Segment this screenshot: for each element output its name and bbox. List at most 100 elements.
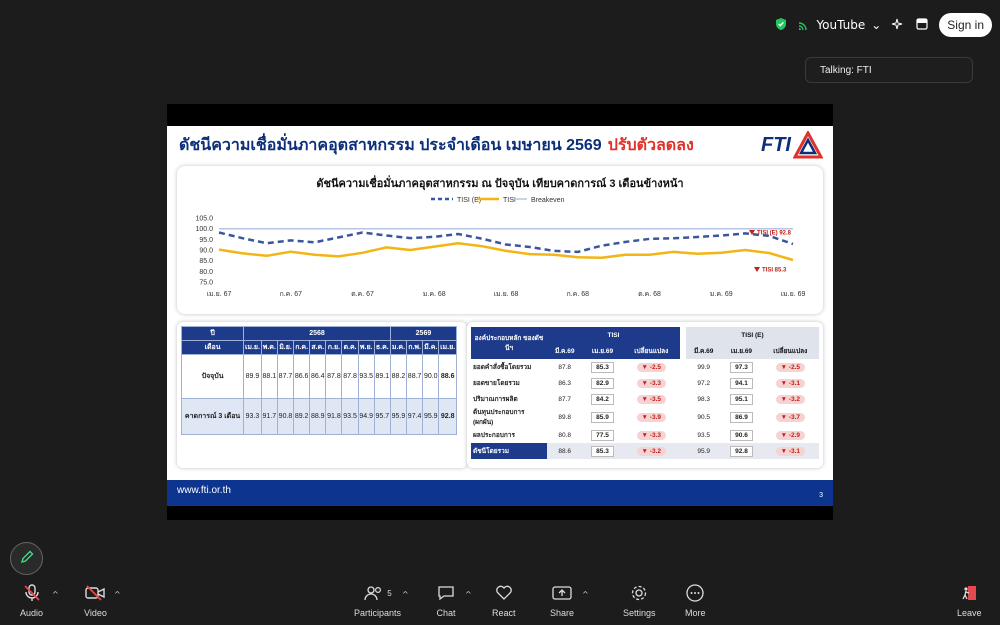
chart-card: ดัชนีความเชื่อมั่นภาคอุตสาหกรรม ณ ปัจจุบ…	[177, 166, 823, 314]
x-tick-label: ม.ค. 69	[710, 291, 733, 298]
value-cell: 97.2	[697, 379, 711, 387]
audio-label: Audio	[20, 608, 44, 618]
share-caret-icon[interactable]: ^	[582, 590, 589, 599]
value-cell: 88.7	[406, 354, 424, 399]
audio-caret-icon[interactable]: ^	[52, 590, 59, 599]
component-name: ดัชนีโดยรวม	[471, 443, 547, 459]
participants-button[interactable]: 5 Participants	[354, 582, 401, 618]
year-2568-header: 2568	[243, 326, 391, 341]
y-tick-label: 90.0	[199, 248, 213, 255]
slide-title-main: ดัชนีความเชื่อมั่นภาคอุตสาหกรรม ประจำเดื…	[179, 136, 602, 154]
audio-button[interactable]: Audio	[20, 582, 43, 618]
table-row: ยอดคำสั่งซื้อโดยรวม 87.8 85.3 ▼ -2.5 99.9 97.…	[471, 359, 819, 375]
component-table-card: องค์ประกอบหลัก ของดัชนีฯ TISI TISI (E) มี.ค…	[467, 322, 823, 468]
month-cell: มิ.ย.	[276, 340, 295, 355]
participants-caret-icon[interactable]: ^	[402, 590, 409, 599]
x-tick-label: ก.ค. 67	[279, 291, 302, 298]
month-cell: ก.ย.	[325, 340, 343, 355]
video-off-icon	[84, 582, 106, 604]
participants-label: Participants	[354, 608, 402, 618]
component-name: ต้นทุนประกอบการ (ผกผัน)	[473, 409, 525, 426]
value-cell: 97.3	[721, 359, 761, 375]
y-tick-label: 105.0	[195, 216, 213, 223]
settings-label: Settings	[623, 608, 656, 618]
fti-logo-text: FTI	[761, 133, 791, 156]
heart-icon	[494, 582, 514, 604]
month-cell: พ.ย.	[357, 340, 375, 355]
change-badge: ▼ -3.2	[775, 394, 806, 404]
chat-caret-icon[interactable]: ^	[465, 590, 472, 599]
y-tick-label: 100.0	[195, 226, 213, 233]
share-button[interactable]: Share	[550, 582, 574, 618]
change-cell: ▼ -3.3	[623, 375, 680, 391]
gear-icon	[629, 582, 649, 604]
down-arrow-icon	[754, 267, 760, 273]
leave-icon	[959, 582, 979, 604]
tisi-header: TISI	[547, 327, 680, 343]
value-cell: 95.7	[373, 398, 391, 435]
value-cell: 85.3	[582, 443, 623, 459]
value-cell: 86.3	[558, 379, 572, 387]
slide-title: ดัชนีความเชื่อมั่นภาคอุตสาหกรรม ประจำเดื…	[167, 126, 833, 164]
y-tick-label: 85.0	[199, 258, 213, 265]
table-row: ปี 2568 2569	[180, 326, 458, 341]
presentation-slide: ดัชนีความเชื่อมั่นภาคอุตสาหกรรม ประจำเดื…	[167, 126, 833, 506]
video-caret-icon[interactable]: ^	[114, 590, 121, 599]
change-cell: ▼ -3.7	[762, 407, 819, 427]
value-box: 94.1	[730, 377, 753, 389]
value-cell: 87.8	[558, 363, 572, 371]
month-cell: ม.ค.	[389, 340, 408, 355]
x-tick-label: ต.ค. 68	[638, 291, 661, 298]
more-icon	[685, 582, 705, 604]
table-row: มี.ค.69 เม.ย.69 เปลี่ยนแปลง มี.ค.69 เม.ย.69 เ…	[471, 343, 819, 359]
change-cell: ▼ -3.1	[762, 375, 819, 391]
value-cell: 87.8	[341, 354, 359, 399]
page-number: 3	[819, 492, 823, 499]
annotate-button[interactable]	[10, 542, 43, 575]
value-cell: 90.5	[697, 413, 711, 421]
series-line-tisi	[218, 241, 794, 262]
change-cell: ▼ -3.1	[761, 443, 819, 459]
value-cell: 82.9	[582, 375, 622, 391]
month-cell: ธ.ค.	[373, 340, 391, 355]
table-row: ปริมาณการผลิต 87.7 84.2 ▼ -3.5 98.3 95.1 ▼ -3.…	[471, 391, 819, 407]
fti-logo-icon	[793, 131, 823, 159]
change-badge: ▼ -3.5	[636, 394, 666, 404]
month-cell: ก.พ.	[406, 340, 424, 355]
column-header: มี.ค.69	[685, 343, 722, 359]
more-button[interactable]: More	[685, 582, 706, 618]
value-box: 85.9	[591, 411, 614, 423]
change-badge: ▼ -3.2	[636, 446, 666, 456]
value-box: 95.1	[730, 393, 753, 405]
sparkle-icon[interactable]	[891, 16, 905, 35]
leave-button[interactable]: Leave	[957, 582, 982, 618]
value-cell: 80.8	[558, 431, 572, 439]
series-line-tisi-e-	[218, 231, 794, 254]
value-cell: 95.9	[685, 443, 722, 459]
value-cell: 95.9	[389, 398, 408, 435]
sign-in-button[interactable]: Sign in	[939, 13, 992, 37]
video-button[interactable]: Video	[84, 582, 107, 618]
meeting-toolbar: Audio ^ Video ^ 5 Participants ^ Chat ^ …	[0, 582, 1000, 625]
chart-annotation-1: TISI 85.3	[762, 268, 787, 274]
react-button[interactable]: React	[492, 582, 516, 618]
column-header: มี.ค.69	[547, 343, 583, 359]
youtube-selector[interactable]: YouTube ⌄	[798, 18, 881, 33]
settings-button[interactable]: Settings	[623, 582, 656, 618]
change-cell: ▼ -2.5	[762, 359, 819, 375]
chart-title: ดัชนีความเชื่อมั่นภาคอุตสาหกรรม ณ ปัจจุบ…	[316, 178, 684, 190]
share-label: Share	[550, 608, 575, 618]
value-cell: 85.3	[582, 359, 622, 375]
column-header: เปลี่ยนแปลง	[761, 343, 819, 359]
value-cell: 97.4	[406, 398, 424, 435]
footer-url: www.fti.or.th	[177, 485, 231, 496]
value-cell: 87.8	[325, 354, 343, 399]
month-header: เดือน	[180, 340, 245, 355]
table-row: ผลประกอบการ 80.8 77.5 ▼ -3.3 93.5 90.6 ▼ -2.9	[471, 427, 819, 443]
change-cell: ▼ -2.9	[762, 427, 819, 443]
change-cell: ▼ -3.9	[623, 407, 680, 427]
chat-button[interactable]: Chat	[436, 582, 456, 618]
grid-icon[interactable]	[915, 16, 929, 35]
slide-footer: www.fti.or.th 3	[167, 480, 833, 506]
component-name: ผลประกอบการ	[473, 432, 515, 439]
